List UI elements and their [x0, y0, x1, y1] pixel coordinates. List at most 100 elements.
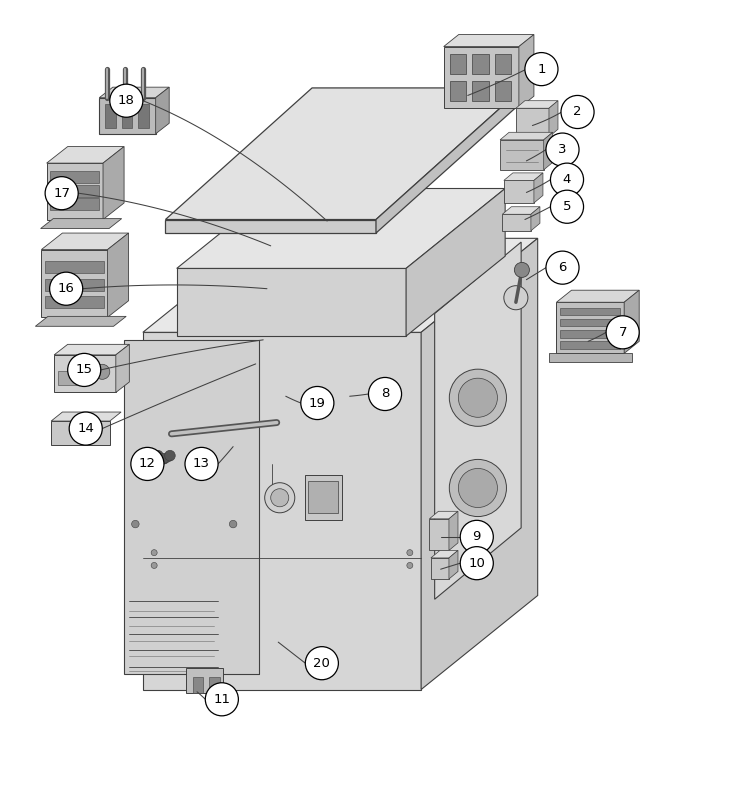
Bar	[138, 104, 149, 128]
Polygon shape	[326, 168, 339, 221]
Polygon shape	[35, 316, 126, 326]
Text: 17: 17	[53, 186, 70, 200]
Polygon shape	[556, 290, 639, 302]
Circle shape	[561, 95, 594, 129]
Polygon shape	[435, 242, 521, 599]
Circle shape	[95, 364, 110, 379]
Bar	[472, 54, 489, 74]
Polygon shape	[429, 519, 449, 550]
Circle shape	[504, 286, 528, 310]
Polygon shape	[50, 171, 99, 183]
Polygon shape	[231, 179, 295, 221]
Polygon shape	[45, 296, 104, 308]
Polygon shape	[556, 302, 624, 354]
Polygon shape	[406, 189, 505, 336]
Polygon shape	[449, 550, 458, 579]
Polygon shape	[47, 163, 103, 219]
Circle shape	[546, 251, 579, 284]
Bar	[450, 54, 466, 74]
Circle shape	[50, 272, 83, 306]
Bar	[549, 354, 632, 362]
Polygon shape	[103, 146, 124, 219]
Polygon shape	[47, 146, 124, 163]
Polygon shape	[500, 140, 544, 170]
Text: 14: 14	[77, 422, 94, 435]
Polygon shape	[186, 668, 223, 694]
Circle shape	[131, 447, 164, 481]
Text: 20: 20	[314, 657, 330, 670]
Polygon shape	[444, 46, 519, 108]
Circle shape	[301, 386, 334, 419]
Circle shape	[165, 450, 175, 461]
Polygon shape	[177, 189, 505, 269]
Bar	[560, 330, 620, 338]
Polygon shape	[516, 108, 549, 137]
Polygon shape	[269, 168, 283, 221]
Circle shape	[450, 459, 507, 517]
Circle shape	[68, 354, 101, 386]
Bar	[495, 54, 511, 74]
Polygon shape	[504, 173, 543, 181]
Polygon shape	[143, 332, 421, 690]
Text: 5: 5	[562, 200, 572, 214]
Circle shape	[460, 546, 493, 580]
Bar	[495, 81, 511, 101]
Circle shape	[265, 482, 295, 513]
Text: 15: 15	[76, 363, 92, 377]
Polygon shape	[143, 238, 538, 332]
Polygon shape	[41, 250, 108, 318]
Polygon shape	[45, 278, 104, 290]
Polygon shape	[295, 167, 310, 221]
Circle shape	[110, 84, 143, 118]
Polygon shape	[54, 344, 129, 355]
Polygon shape	[502, 206, 540, 214]
Circle shape	[407, 562, 413, 569]
Circle shape	[132, 520, 139, 528]
Circle shape	[151, 562, 157, 569]
Circle shape	[606, 316, 639, 349]
Polygon shape	[504, 181, 534, 203]
Polygon shape	[108, 233, 129, 318]
Circle shape	[205, 682, 238, 716]
Polygon shape	[233, 168, 283, 179]
Polygon shape	[421, 238, 538, 690]
Bar	[560, 342, 620, 349]
Polygon shape	[99, 87, 169, 98]
Polygon shape	[290, 168, 339, 179]
Text: 12: 12	[139, 458, 156, 470]
Polygon shape	[534, 173, 543, 203]
Circle shape	[514, 262, 529, 278]
Polygon shape	[431, 550, 458, 558]
Polygon shape	[177, 269, 406, 336]
Polygon shape	[624, 290, 639, 354]
Bar	[308, 482, 338, 513]
Circle shape	[550, 190, 584, 223]
Polygon shape	[531, 206, 540, 231]
Circle shape	[525, 53, 558, 86]
Circle shape	[368, 378, 402, 410]
Polygon shape	[41, 218, 122, 229]
Polygon shape	[544, 132, 553, 170]
Polygon shape	[429, 511, 458, 519]
Polygon shape	[165, 88, 523, 219]
Polygon shape	[41, 233, 129, 250]
Text: 8: 8	[381, 387, 390, 401]
Polygon shape	[502, 214, 531, 231]
Circle shape	[159, 454, 169, 464]
Polygon shape	[449, 511, 458, 550]
Circle shape	[459, 469, 498, 507]
Bar	[193, 678, 203, 693]
Polygon shape	[549, 101, 558, 137]
Polygon shape	[50, 185, 99, 197]
Circle shape	[459, 378, 498, 418]
Polygon shape	[50, 198, 99, 210]
Circle shape	[407, 550, 413, 556]
Polygon shape	[54, 355, 116, 393]
Circle shape	[45, 177, 78, 210]
Polygon shape	[124, 340, 259, 674]
Polygon shape	[519, 34, 534, 108]
Text: 4: 4	[562, 173, 572, 186]
Circle shape	[546, 133, 579, 166]
Bar	[305, 475, 342, 520]
Circle shape	[229, 520, 237, 528]
